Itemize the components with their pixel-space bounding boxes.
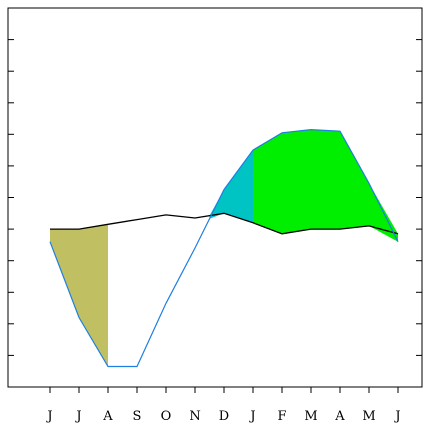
x-tick-label: M — [304, 409, 317, 424]
shaded-regions — [50, 129, 398, 367]
x-tick-label: A — [102, 409, 113, 424]
right-axis-ticks — [416, 7, 422, 388]
x-tick-label: A — [334, 409, 345, 424]
x-tick-label: S — [133, 409, 142, 424]
x-tick-label: M — [362, 409, 375, 424]
x-tick-label: J — [248, 409, 255, 424]
series-line-black — [50, 212, 399, 235]
series-lines — [49, 128, 399, 368]
x-tick-label: J — [393, 409, 400, 424]
shaded-region-teal — [209, 150, 253, 223]
series-line-blue — [49, 128, 399, 368]
x-tick-label: J — [45, 409, 52, 424]
x-tick-label: O — [161, 409, 172, 424]
x-tick-label: J — [74, 409, 81, 424]
left-axis-ticks — [8, 7, 14, 388]
x-tick-label: D — [219, 409, 229, 424]
x-tick-label: F — [277, 409, 286, 424]
shaded-region-green — [253, 129, 398, 242]
shaded-region-olive — [50, 224, 108, 367]
x-axis-ticks — [49, 387, 399, 393]
x-tick-label: N — [189, 409, 200, 424]
